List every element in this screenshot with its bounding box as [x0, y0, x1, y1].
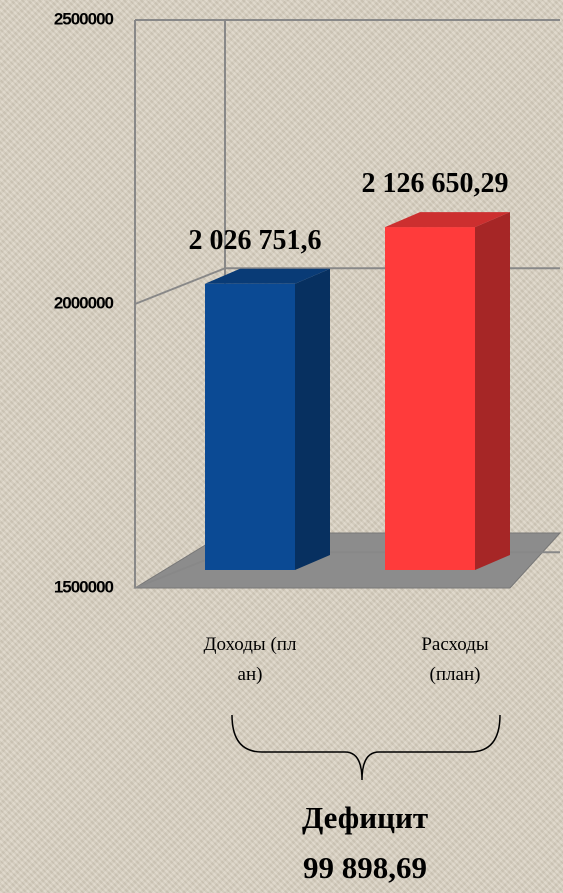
annotation: Дефицит: [301, 800, 429, 835]
value-label: 2 026 751,6: [189, 225, 322, 256]
bar-top: [205, 268, 330, 284]
brace: [231, 714, 501, 781]
bar-top: [385, 212, 510, 228]
bar-side: [295, 268, 330, 570]
category-label: Доходы (план): [203, 634, 297, 685]
annotation: 99 898,69: [303, 850, 427, 885]
bar-side: [475, 212, 510, 571]
bar: [205, 283, 295, 570]
bar: [385, 227, 475, 571]
y-tick-label: 2500000: [54, 9, 114, 28]
y-tick-label: 1500000: [54, 577, 114, 596]
y-tick-label: 2000000: [54, 293, 114, 312]
category-label: Расходы (план): [421, 634, 489, 685]
value-label: 2 126 650,29: [362, 168, 509, 199]
grid-line: [134, 267, 226, 305]
